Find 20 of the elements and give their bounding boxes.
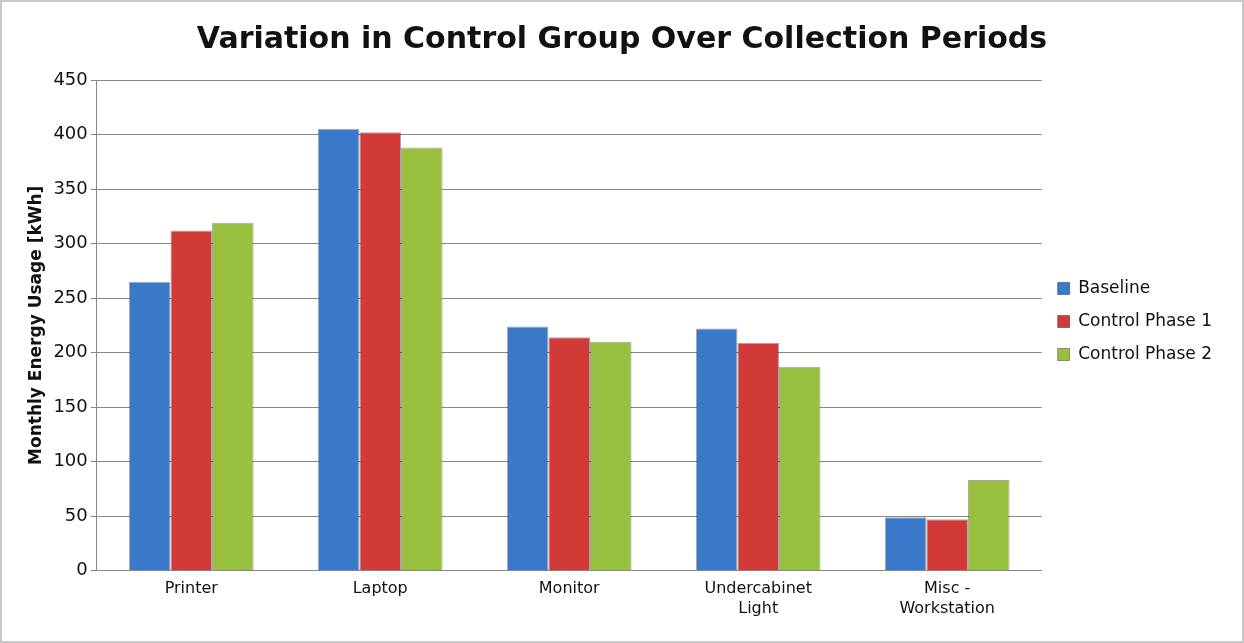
legend-label: Baseline [1078, 276, 1151, 297]
y-tick-label: 100 [53, 449, 88, 471]
x-tick-label: Laptop [352, 578, 408, 598]
y-tick-label: 450 [53, 67, 88, 89]
chart-title: Variation in Control Group Over Collection Periods [196, 19, 1048, 55]
y-tick-label: 350 [53, 176, 88, 198]
legend-label: Control Phase 1 [1078, 309, 1213, 330]
y-tick-label: 150 [53, 394, 88, 416]
y-tick-label: 300 [53, 231, 88, 253]
y-tick-label: 50 [64, 503, 88, 525]
y-axis-title: Monthly Energy Usage [kWh] [24, 185, 45, 465]
y-tick-label: 400 [53, 122, 88, 144]
x-tick-label: Printer [164, 578, 219, 598]
legend-label: Control Phase 2 [1078, 342, 1213, 363]
y-tick-label: 250 [53, 285, 88, 307]
x-tick-label: Undercabinet Light [704, 578, 812, 617]
y-tick-label: 200 [53, 340, 88, 362]
y-tick-label: 0 [76, 558, 88, 580]
x-tick-label: Misc - Workstation [899, 578, 995, 617]
x-tick-label: Monitor [538, 578, 601, 598]
